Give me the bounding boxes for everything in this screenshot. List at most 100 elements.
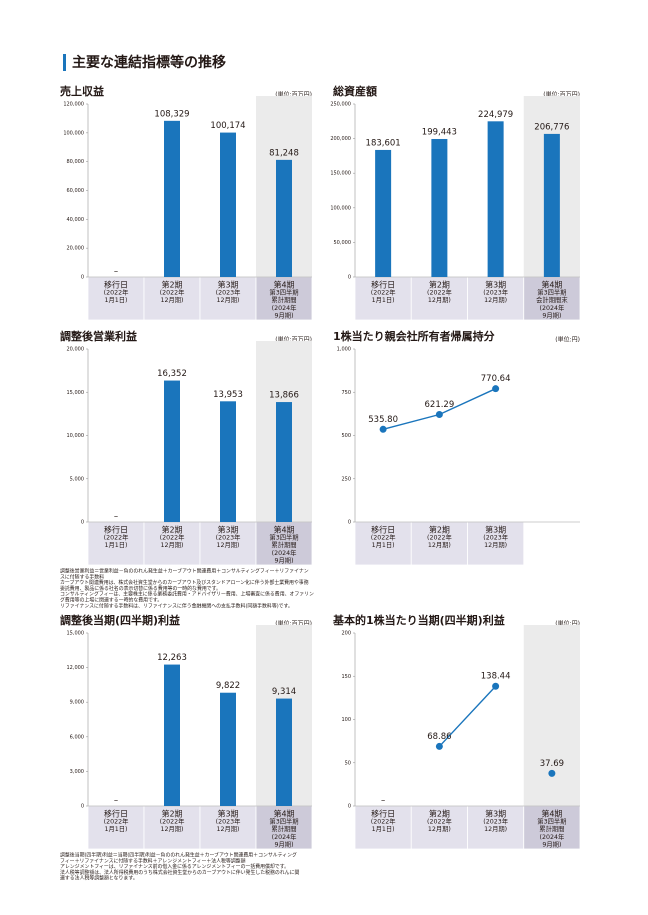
bar — [375, 149, 392, 277]
y-tick-label: 500 — [341, 433, 351, 439]
x-tick-label: 移行日 — [104, 525, 128, 535]
x-tick-label: 9月期) — [274, 556, 293, 564]
category-cell — [523, 805, 581, 850]
y-tick-label: 20,000 — [67, 246, 85, 252]
value-label: 16,352 — [157, 369, 187, 379]
x-tick-label: 9月期) — [274, 311, 293, 319]
x-tick-label: (2022年 — [371, 817, 396, 826]
marker — [435, 411, 443, 419]
x-tick-label: 会計期間末 — [536, 295, 568, 304]
x-tick-label: 第2期 — [429, 280, 450, 290]
bar — [164, 664, 180, 806]
note: カーブアウト関連費用は、株式会社資生堂からのカーブアウト及びスタンドアローン化に… — [60, 579, 309, 586]
category-cell — [467, 805, 525, 850]
value-label: 199,443 — [422, 127, 457, 137]
value-label: – — [114, 512, 118, 522]
x-tick-label: (2024年 — [272, 303, 297, 312]
note: スに付随する手数料 — [60, 573, 104, 580]
value-label: 81,248 — [269, 148, 299, 158]
x-tick-label: (2022年 — [160, 817, 185, 826]
x-tick-label: 12月期) — [428, 541, 451, 549]
y-tick-label: 60,000 — [67, 188, 85, 194]
value-label: 37.69 — [540, 759, 564, 769]
marker — [548, 769, 556, 777]
y-tick-label: 150 — [341, 674, 351, 680]
y-tick-label: 15,000 — [67, 390, 85, 396]
category-cell — [467, 276, 525, 321]
bar — [276, 402, 292, 522]
value-label: 12,263 — [157, 653, 187, 663]
category-cell — [199, 276, 257, 321]
x-tick-label: 累計期間 — [271, 295, 296, 304]
x-tick-label: (2024年 — [539, 303, 564, 312]
x-tick-label: (2023年 — [216, 288, 241, 297]
x-tick-label: (2022年 — [427, 817, 452, 826]
x-tick-label: (2022年 — [160, 288, 185, 297]
y-tick-label: 0 — [81, 275, 84, 281]
x-tick-label: 第3期 — [485, 280, 506, 290]
unit-label: (単位:円) — [555, 336, 580, 344]
marker — [492, 682, 500, 690]
x-tick-label: 1月1日) — [104, 296, 127, 304]
x-tick-label: 12月期) — [484, 825, 507, 833]
unit-label: (単位:百万円) — [275, 620, 312, 628]
category-cell — [199, 521, 257, 566]
y-tick-label: 40,000 — [67, 217, 85, 223]
note: 委託費用、製品に係る社名の表示切替に係る費用等の一時的な費用です。 — [60, 585, 221, 592]
bar — [220, 132, 236, 277]
note: 法人税等調整額は、法人所得税費用のうち株式会社資生堂からのカーブアウトに伴い発生… — [60, 869, 299, 876]
x-tick-label: 1月1日) — [372, 296, 395, 304]
value-label: 535.80 — [368, 415, 398, 425]
y-tick-label: 12,000 — [67, 665, 85, 671]
x-tick-label: 第3四半期 — [269, 817, 298, 826]
y-tick-label: 20,000 — [67, 347, 85, 353]
value-label: 68.86 — [427, 732, 451, 742]
x-tick-label: (2023年 — [483, 288, 508, 297]
x-tick-label: (2023年 — [216, 533, 241, 542]
title-accent — [63, 54, 66, 71]
x-tick-label: 移行日 — [104, 280, 128, 290]
x-tick-label: 1月1日) — [372, 541, 395, 549]
page-title: 主要な連結指標等の推移 — [72, 54, 226, 71]
bar — [276, 698, 292, 806]
unit-label: (単位:円) — [555, 620, 580, 628]
y-tick-label: 1,000 — [337, 347, 351, 353]
value-label: 206,776 — [534, 122, 569, 132]
x-tick-label: 12月期) — [484, 541, 507, 549]
x-tick-label: 第4期 — [273, 809, 294, 819]
value-label: 9,314 — [272, 687, 296, 697]
category-cell — [255, 521, 313, 566]
value-label: – — [114, 796, 118, 806]
x-tick-label: 1月1日) — [104, 541, 127, 549]
bar — [220, 692, 236, 806]
chart-title: 売上収益 — [60, 84, 104, 98]
category-cell — [523, 276, 581, 321]
bar — [220, 401, 236, 522]
value-label: 183,601 — [366, 138, 401, 148]
marker — [435, 742, 443, 750]
category-cell — [87, 521, 145, 566]
chart-title: 調整後営業利益 — [60, 329, 137, 343]
x-tick-label: 第3四半期 — [269, 533, 298, 542]
x-tick-label: 第3期 — [485, 809, 506, 819]
x-tick-label: 1月1日) — [104, 825, 127, 833]
x-tick-label: 第3期 — [485, 525, 506, 535]
x-tick-label: 累計期間 — [539, 824, 564, 833]
x-tick-label: 移行日 — [104, 809, 128, 819]
x-tick-label: (2022年 — [104, 817, 129, 826]
bar — [543, 133, 560, 277]
x-tick-label: 第3四半期 — [269, 288, 298, 297]
y-tick-label: 50 — [345, 760, 351, 766]
x-tick-label: 12月期) — [428, 296, 451, 304]
x-tick-label: 第4期 — [541, 280, 562, 290]
y-tick-label: 15,000 — [67, 631, 85, 637]
y-tick-label: 80,000 — [67, 159, 85, 165]
value-label: – — [381, 796, 385, 806]
y-tick-label: 100,000 — [63, 130, 84, 136]
y-tick-label: 120,000 — [63, 102, 84, 108]
x-tick-label: 9月期) — [542, 311, 561, 319]
y-tick-label: 50,000 — [334, 240, 352, 246]
x-tick-label: 第2期 — [161, 280, 182, 290]
x-tick-label: (2024年 — [272, 832, 297, 841]
